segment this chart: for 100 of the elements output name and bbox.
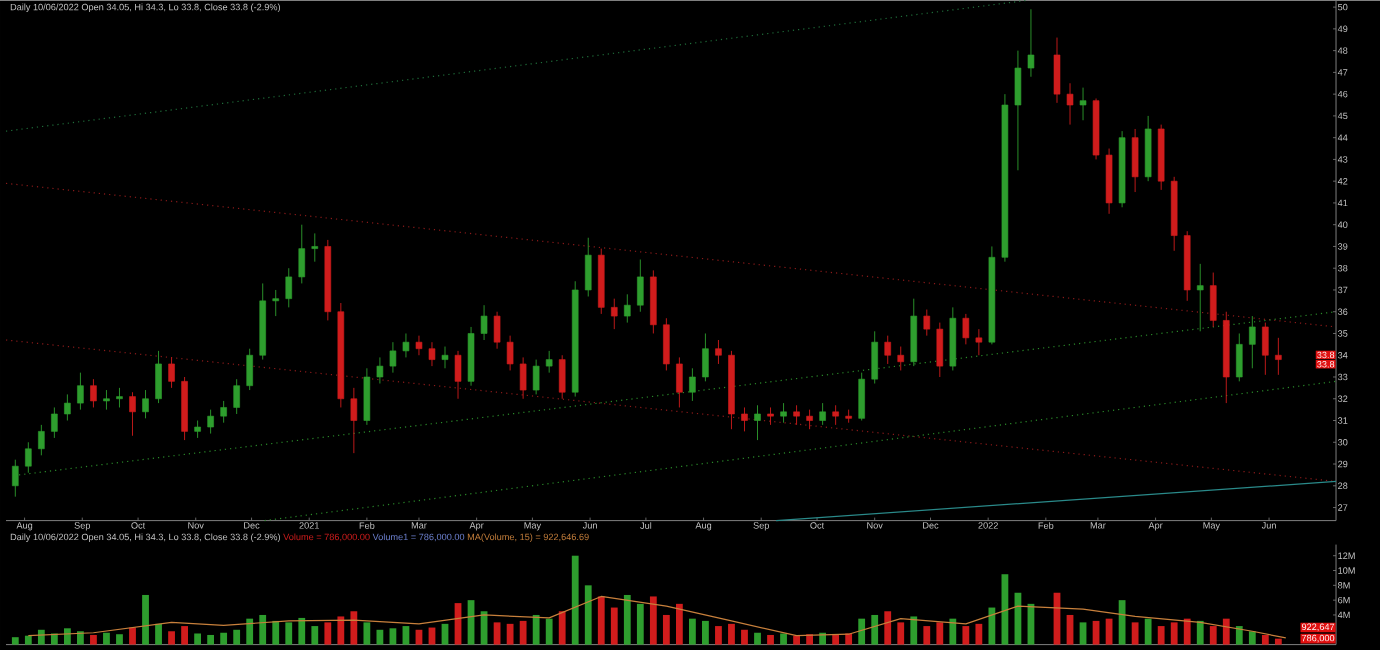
bar — [584, 585, 592, 645]
bar — [285, 622, 293, 645]
bar — [1183, 618, 1191, 645]
bar — [246, 618, 254, 645]
candlestick — [506, 334, 514, 371]
candlestick — [1027, 8, 1035, 77]
candlestick — [741, 406, 748, 432]
candlestick — [285, 267, 293, 308]
candlestick — [897, 345, 905, 371]
candlestick — [454, 350, 462, 399]
bar — [1144, 618, 1152, 645]
bar — [1209, 625, 1217, 645]
bar — [259, 614, 267, 645]
bar — [545, 618, 553, 645]
candlestick — [155, 350, 162, 404]
bar — [337, 616, 345, 645]
bar — [675, 603, 683, 645]
candlestick — [949, 306, 957, 371]
candlestick — [754, 404, 761, 441]
bar — [962, 625, 970, 645]
candlestick — [376, 356, 384, 384]
bar — [1118, 599, 1126, 645]
bar — [858, 618, 866, 645]
bar — [50, 633, 58, 645]
candlestick — [1014, 49, 1022, 171]
candlestick — [389, 341, 397, 373]
bar — [376, 629, 384, 645]
bar — [1248, 630, 1256, 645]
candlestick — [532, 358, 540, 395]
candlestick — [676, 356, 683, 408]
candlestick — [272, 289, 280, 317]
candlestick — [493, 310, 501, 349]
bar — [116, 633, 123, 645]
bar — [90, 634, 97, 645]
bar — [129, 627, 136, 645]
candlestick — [624, 293, 631, 323]
bar — [493, 622, 501, 645]
bar — [77, 630, 84, 645]
bar — [1157, 625, 1165, 645]
bar — [1196, 620, 1204, 645]
bar — [728, 623, 735, 645]
candlestick — [402, 332, 410, 358]
bar — [350, 610, 358, 645]
candlestick — [975, 328, 983, 356]
candlestick — [793, 404, 800, 426]
bar — [923, 625, 931, 645]
bar — [1235, 625, 1243, 645]
bar — [975, 623, 983, 645]
candlestick — [480, 304, 488, 341]
bar — [988, 607, 996, 645]
candlestick — [545, 350, 553, 373]
bar — [220, 632, 228, 645]
candlestick — [25, 441, 32, 473]
candlestick — [1079, 86, 1087, 121]
bar — [702, 620, 709, 645]
bar — [754, 632, 761, 645]
bar — [780, 633, 787, 645]
candlestick — [246, 347, 253, 391]
candlestick — [806, 408, 813, 430]
candlestick — [77, 371, 84, 410]
candlestick — [311, 232, 319, 262]
candlestick — [884, 334, 891, 365]
bar — [181, 625, 188, 645]
candlestick — [1236, 332, 1243, 382]
bar — [1261, 634, 1269, 645]
candlestick — [1196, 263, 1204, 332]
candlestick — [819, 402, 826, 426]
bar — [24, 635, 32, 645]
candlestick — [858, 371, 865, 421]
bar — [1274, 638, 1282, 645]
candlestick — [663, 317, 670, 371]
bar — [832, 634, 840, 645]
candlestick — [38, 424, 45, 456]
bar — [155, 623, 162, 645]
bar — [949, 618, 957, 645]
bar — [845, 633, 853, 645]
bar — [168, 630, 175, 645]
bar — [194, 633, 201, 645]
candlestick — [1144, 115, 1152, 182]
bar — [506, 623, 514, 645]
candlestick — [871, 330, 878, 384]
candlestick — [1275, 337, 1282, 375]
candlestick — [519, 356, 527, 399]
candlestick — [1066, 82, 1074, 125]
bar — [532, 614, 540, 645]
bar — [103, 632, 110, 645]
candlestick — [1249, 315, 1256, 369]
candlestick — [350, 387, 358, 454]
candlestick — [962, 313, 970, 345]
bar — [767, 634, 774, 645]
candlestick — [702, 332, 709, 382]
bar — [233, 629, 241, 645]
bar — [571, 555, 579, 645]
candlestick — [103, 389, 110, 410]
bar — [662, 614, 670, 645]
bar — [715, 625, 722, 645]
candlestick — [715, 339, 722, 365]
candlestick — [650, 269, 657, 334]
candlestick — [129, 391, 136, 436]
candlestick — [584, 237, 592, 297]
